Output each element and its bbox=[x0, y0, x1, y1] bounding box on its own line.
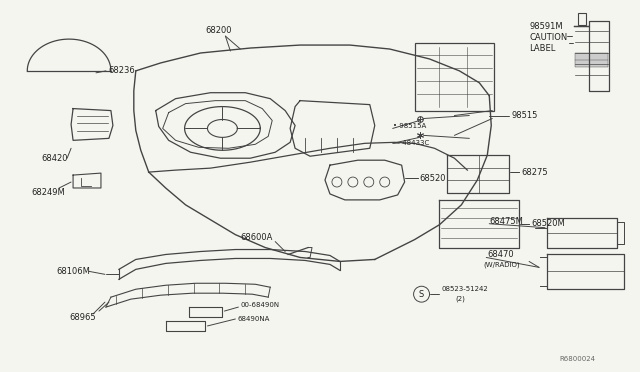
Text: 00-68490N: 00-68490N bbox=[241, 302, 280, 308]
Text: S: S bbox=[419, 290, 424, 299]
Text: 68475M: 68475M bbox=[489, 217, 523, 226]
Text: 68236: 68236 bbox=[108, 66, 134, 76]
Text: 68600A: 68600A bbox=[241, 233, 273, 242]
Text: 68420: 68420 bbox=[41, 154, 68, 163]
Text: 68106M: 68106M bbox=[56, 267, 90, 276]
Bar bbox=[415, 43, 494, 110]
Text: LABEL: LABEL bbox=[529, 44, 556, 52]
Bar bbox=[578, 13, 586, 25]
Text: 98515: 98515 bbox=[511, 111, 538, 120]
Text: 68965: 68965 bbox=[69, 312, 96, 321]
Text: 08523-51242: 08523-51242 bbox=[442, 286, 488, 292]
Text: 68520M: 68520M bbox=[531, 219, 565, 228]
Text: 68490NA: 68490NA bbox=[237, 316, 269, 322]
Text: 68249M: 68249M bbox=[31, 189, 65, 198]
Text: • 98515A: • 98515A bbox=[393, 124, 426, 129]
Text: (W/RADIO): (W/RADIO) bbox=[483, 261, 520, 268]
Text: CAUTION: CAUTION bbox=[529, 33, 567, 42]
Text: — 48433C: — 48433C bbox=[393, 140, 429, 146]
Bar bbox=[575, 53, 608, 67]
Text: 68470: 68470 bbox=[487, 250, 514, 259]
Text: R6800024: R6800024 bbox=[559, 356, 595, 362]
Text: 68200: 68200 bbox=[205, 26, 232, 35]
Text: (2): (2) bbox=[456, 296, 465, 302]
Text: 98591M: 98591M bbox=[529, 22, 563, 31]
Text: 68520: 68520 bbox=[420, 174, 446, 183]
Text: 68275: 68275 bbox=[521, 168, 548, 177]
